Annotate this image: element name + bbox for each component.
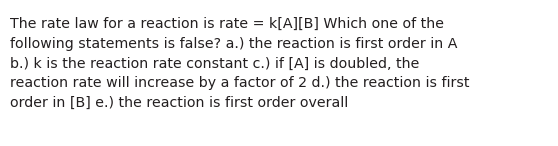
Text: The rate law for a reaction is rate = k[A][B] Which one of the
following stateme: The rate law for a reaction is rate = k[… [10,17,469,110]
